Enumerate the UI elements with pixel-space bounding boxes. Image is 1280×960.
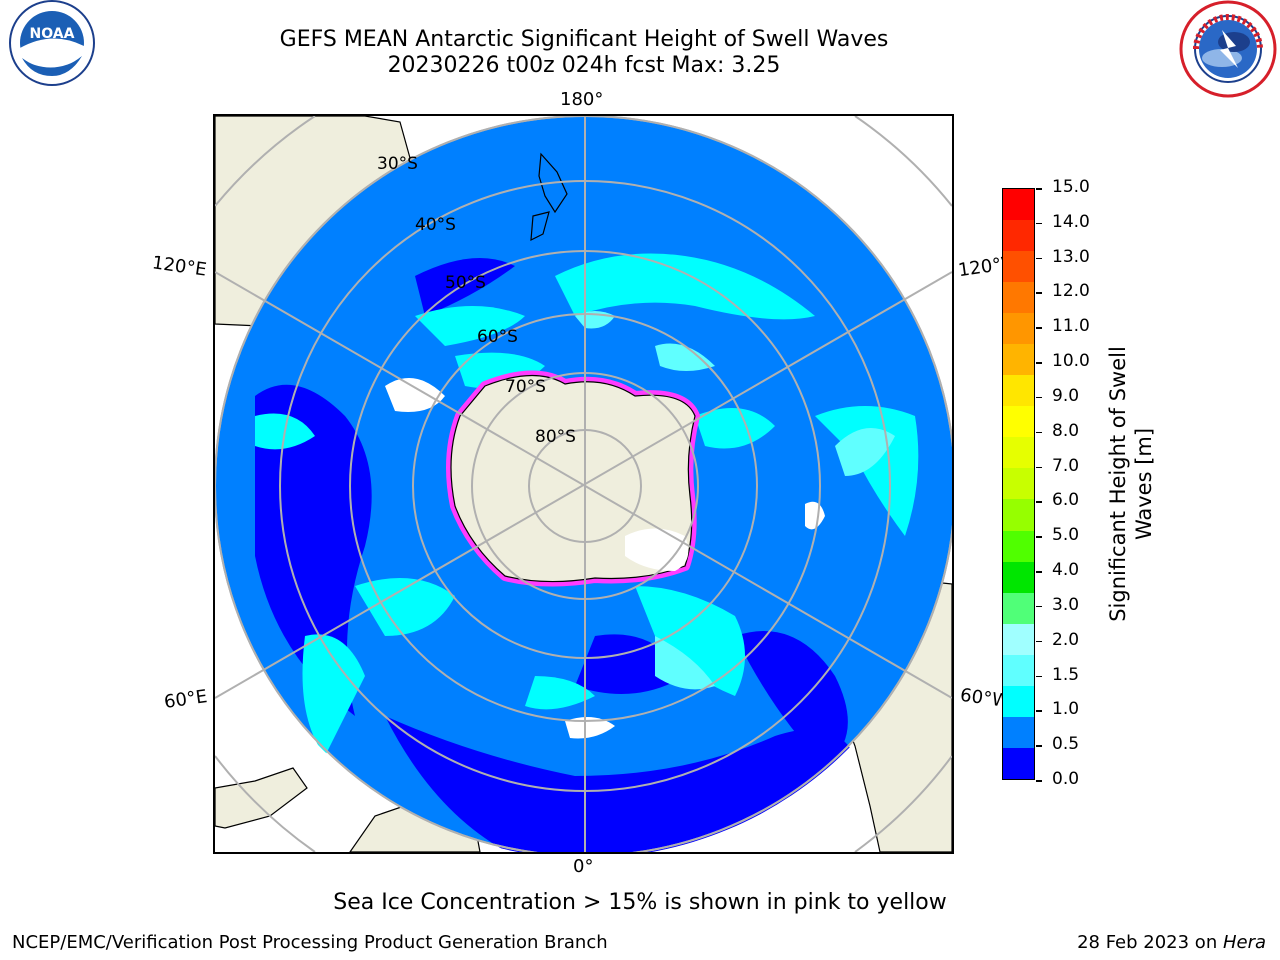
colorbar-label-line2: Waves [m]: [1132, 427, 1156, 541]
colorbar-segment: [1003, 499, 1034, 531]
colorbar-tick-label: 4.0: [1052, 560, 1080, 581]
colorbar-tick-label: 10.0: [1052, 351, 1090, 372]
colorbar-tick-label: 14.0: [1052, 211, 1090, 232]
colorbar-tick-label: 5.0: [1052, 525, 1080, 546]
colorbar-tick-mark: [1036, 710, 1042, 712]
colorbar-tick-mark: [1036, 327, 1042, 329]
colorbar-tick-mark: [1036, 431, 1042, 434]
graticule: [215, 116, 952, 852]
colorbar: [1002, 188, 1035, 780]
noaa-logo-text: NOAA: [30, 26, 75, 42]
colorbar-tick-label: 1.5: [1052, 664, 1080, 685]
colorbar-tick-label: 1.0: [1052, 699, 1080, 720]
colorbar-ticks: 15.0 14.0 13.0 12.0 11.0 10.0 9.0 8.0 7.0 6.0 5.0 4…: [1036, 177, 1106, 790]
colorbar-segment: [1003, 251, 1034, 283]
nws-logo: [1176, 0, 1280, 98]
colorbar-tick-mark: [1036, 501, 1042, 503]
new-zealand: [538, 152, 568, 214]
colorbar-tick-label: 11.0: [1052, 316, 1090, 337]
colorbar-tick-mark: [1036, 675, 1042, 678]
colorbar-segment: [1003, 437, 1034, 469]
colorbar-tick-mark: [1036, 640, 1042, 643]
lat-label-70s: 70°S: [505, 377, 546, 397]
colorbar-segment: [1003, 220, 1034, 252]
colorbar-segment: [1003, 375, 1034, 407]
colorbar-segment: [1003, 468, 1034, 500]
sea-ice-note: Sea Ice Concentration > 15% is shown in …: [333, 890, 947, 915]
colorbar-label: Significant Height of Swell Waves [m]: [1096, 188, 1166, 780]
colorbar-tick-label: 3.0: [1052, 594, 1080, 615]
colorbar-tick-label: 0.5: [1052, 734, 1080, 755]
colorbar-label-line1: Significant Height of Swell: [1106, 346, 1130, 622]
credit-date: 28 Feb 2023 on: [1077, 932, 1223, 953]
colorbar-tick-mark: [1036, 362, 1042, 364]
colorbar-tick-mark: [1036, 396, 1042, 399]
chart-subtitle: 20230226 t00z 024h fcst Max: 3.25: [387, 53, 781, 78]
colorbar-tick-label: 12.0: [1052, 281, 1090, 302]
colorbar-tick-mark: [1036, 257, 1042, 260]
lon-label-180: 180°: [560, 89, 604, 110]
colorbar-tick-label: 15.0: [1052, 177, 1090, 197]
colorbar-segment: [1003, 685, 1034, 717]
colorbar-segment: [1003, 561, 1034, 593]
colorbar-tick-mark: [1036, 780, 1042, 782]
colorbar-tick-label: 13.0: [1052, 246, 1090, 267]
colorbar-tick-label: 8.0: [1052, 420, 1080, 441]
colorbar-segment: [1003, 313, 1034, 345]
colorbar-segment: [1003, 530, 1034, 562]
colorbar-tick-mark: [1036, 571, 1042, 573]
colorbar-segment: [1003, 406, 1034, 438]
lon-label-0: 0°: [573, 856, 594, 877]
credit-host: Hera: [1222, 932, 1266, 953]
colorbar-tick-mark: [1036, 605, 1042, 608]
colorbar-tick-label: 0.0: [1052, 769, 1080, 789]
chart-title: GEFS MEAN Antarctic Significant Height o…: [279, 27, 889, 52]
colorbar-segment: [1003, 282, 1034, 314]
colorbar-segment: [1003, 747, 1034, 779]
colorbar-tick-label: 7.0: [1052, 455, 1080, 476]
colorbar-tick-mark: [1036, 188, 1042, 190]
lon-label-120e: 120°E: [150, 252, 208, 281]
colorbar-segment: [1003, 623, 1034, 655]
colorbar-tick-mark: [1036, 745, 1042, 747]
lon-label-60e: 60°E: [162, 686, 209, 713]
lat-label-30s: 30°S: [377, 154, 418, 174]
colorbar-tick-label: 6.0: [1052, 490, 1080, 511]
colorbar-tick-label: 2.0: [1052, 629, 1080, 650]
colorbar-segment: [1003, 716, 1034, 748]
colorbar-tick-mark: [1036, 536, 1042, 538]
polar-map: 30°S 40°S 50°S 60°S 70°S 80°S: [213, 114, 954, 854]
colorbar-segment: [1003, 654, 1034, 686]
colorbar-segment: [1003, 189, 1034, 221]
lat-label-40s: 40°S: [415, 215, 456, 235]
credit-right: 28 Feb 2023 on Hera: [1077, 932, 1266, 953]
credit-left: NCEP/EMC/Verification Post Processing Pr…: [12, 932, 608, 953]
colorbar-segment: [1003, 344, 1034, 376]
colorbar-tick-label: 9.0: [1052, 385, 1080, 406]
colorbar-tick-mark: [1036, 222, 1042, 225]
colorbar-tick-mark: [1036, 466, 1042, 469]
colorbar-tick-mark: [1036, 292, 1042, 294]
lat-label-60s: 60°S: [477, 327, 518, 347]
lat-label-50s: 50°S: [445, 273, 486, 293]
colorbar-segment: [1003, 592, 1034, 624]
noaa-logo: NOAA: [0, 0, 104, 86]
lat-label-80s: 80°S: [535, 427, 576, 447]
